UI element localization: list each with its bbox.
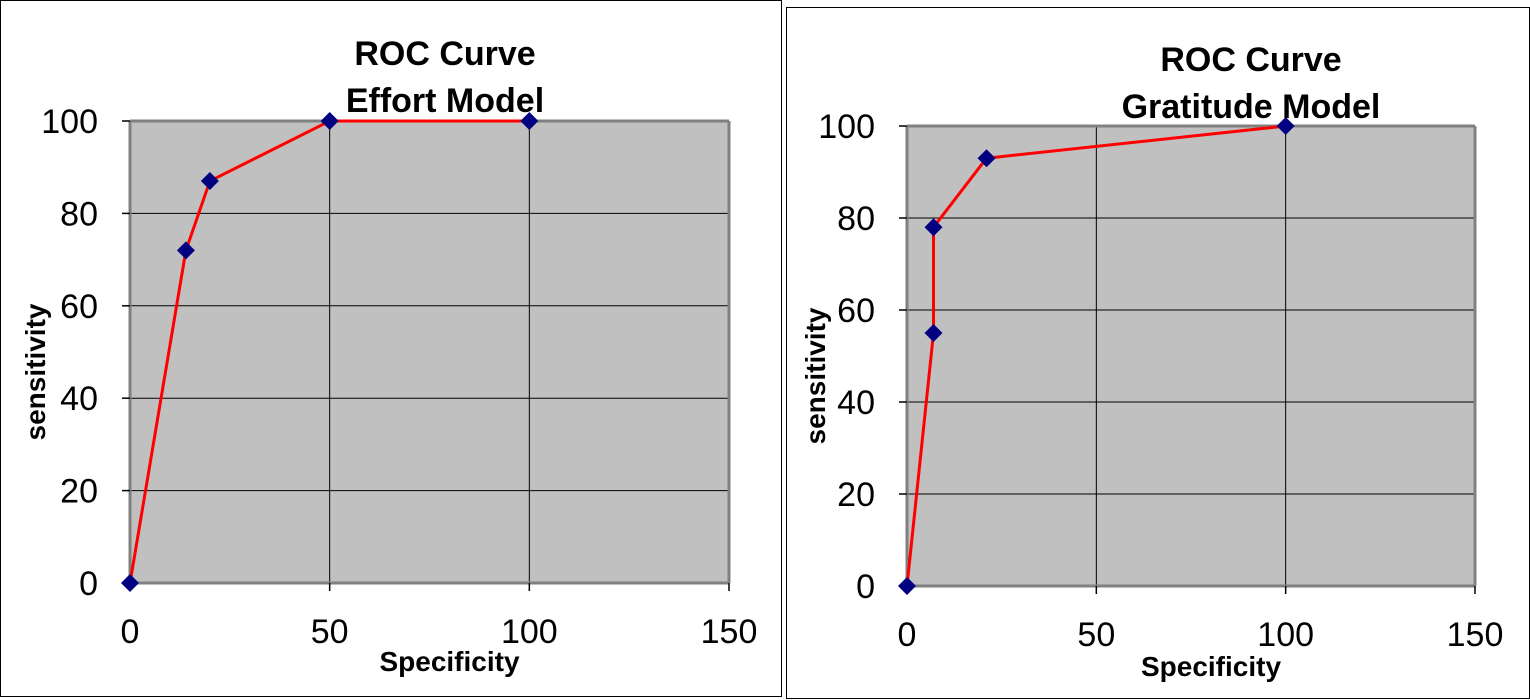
chart-title: ROC Curve [1160,41,1341,79]
chart-subtitle: Effort Model [346,82,544,120]
chart-panel-gratitude: 0 20 40 60 80 100 0 50 100 150 ROC Curve Gratitude … [786,7,1530,699]
y-tick-label: 100 [818,108,875,146]
data-point-marker [176,241,195,260]
data-point-marker [898,577,916,595]
x-tick-label: 50 [1077,616,1115,654]
data-point-marker [320,112,339,130]
data-point-marker [200,172,219,191]
chart-subtitle: Gratitude Model [1122,88,1381,126]
x-tick-label: 0 [898,616,917,654]
y-tick-label: 0 [856,568,875,606]
data-point-marker [977,149,996,168]
x-tick-label: 100 [501,613,558,651]
data-point-marker [924,218,943,237]
x-tick-label: 150 [701,613,758,651]
y-tick-label: 100 [41,103,98,141]
y-axis-label: sensitivity [20,303,51,440]
plot-area [907,126,1475,586]
y-axis-label: sensitivity [800,307,831,444]
chart-panel-effort: 0 20 40 60 80 100 0 50 100 150 ROC Curve Effort Mod… [0,0,782,697]
data-point-marker [520,112,539,130]
x-tick-label: 150 [1447,616,1504,654]
roc-chart-gratitude: 0 20 40 60 80 100 0 50 100 150 ROC Curve Gratitude … [800,41,1504,682]
plot-area [130,121,729,583]
roc-chart-effort: 0 20 40 60 80 100 0 50 100 150 ROC Curve Effort Mod… [20,35,758,677]
data-point-marker [1276,117,1295,135]
y-tick-label: 40 [837,384,875,422]
data-point-marker [924,324,943,342]
x-tick-label: 50 [311,613,349,651]
y-tick-label: 60 [837,292,875,330]
y-tick-label: 40 [60,380,98,418]
y-tick-label: 60 [60,288,98,326]
y-tick-label: 80 [837,200,875,238]
y-tick-label: 20 [837,476,875,514]
y-tick-label: 20 [60,473,98,511]
y-tick-label: 80 [60,195,98,233]
y-tick-label: 0 [79,565,98,603]
data-point-marker [121,574,139,592]
chart-title: ROC Curve [354,35,535,73]
x-tick-label: 100 [1257,616,1314,654]
x-tick-label: 0 [121,613,140,651]
x-axis-label: Specificity [1141,651,1281,682]
x-axis-label: Specificity [379,646,519,677]
